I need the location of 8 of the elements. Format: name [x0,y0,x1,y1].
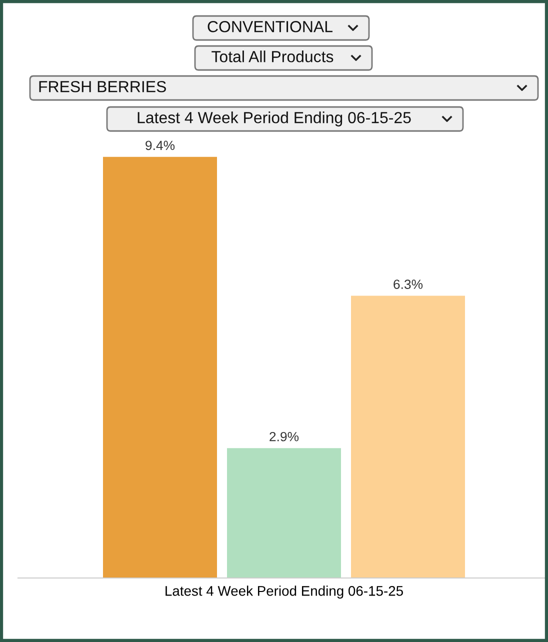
text: CONVENTIONAL [208,20,332,32]
text: FRESH BERRIES [39,80,166,92]
x-axis-title: Latest 4 Week Period Ending 06-15-25 [166,586,403,599]
text: Total All Products [212,50,334,62]
data-label: 2.9% [270,432,299,442]
data-label: 6.3% [394,280,423,289]
text: Latest 4 Week Period Ending 06-15-25 [138,112,411,126]
data-label: 9.4% [146,140,175,150]
